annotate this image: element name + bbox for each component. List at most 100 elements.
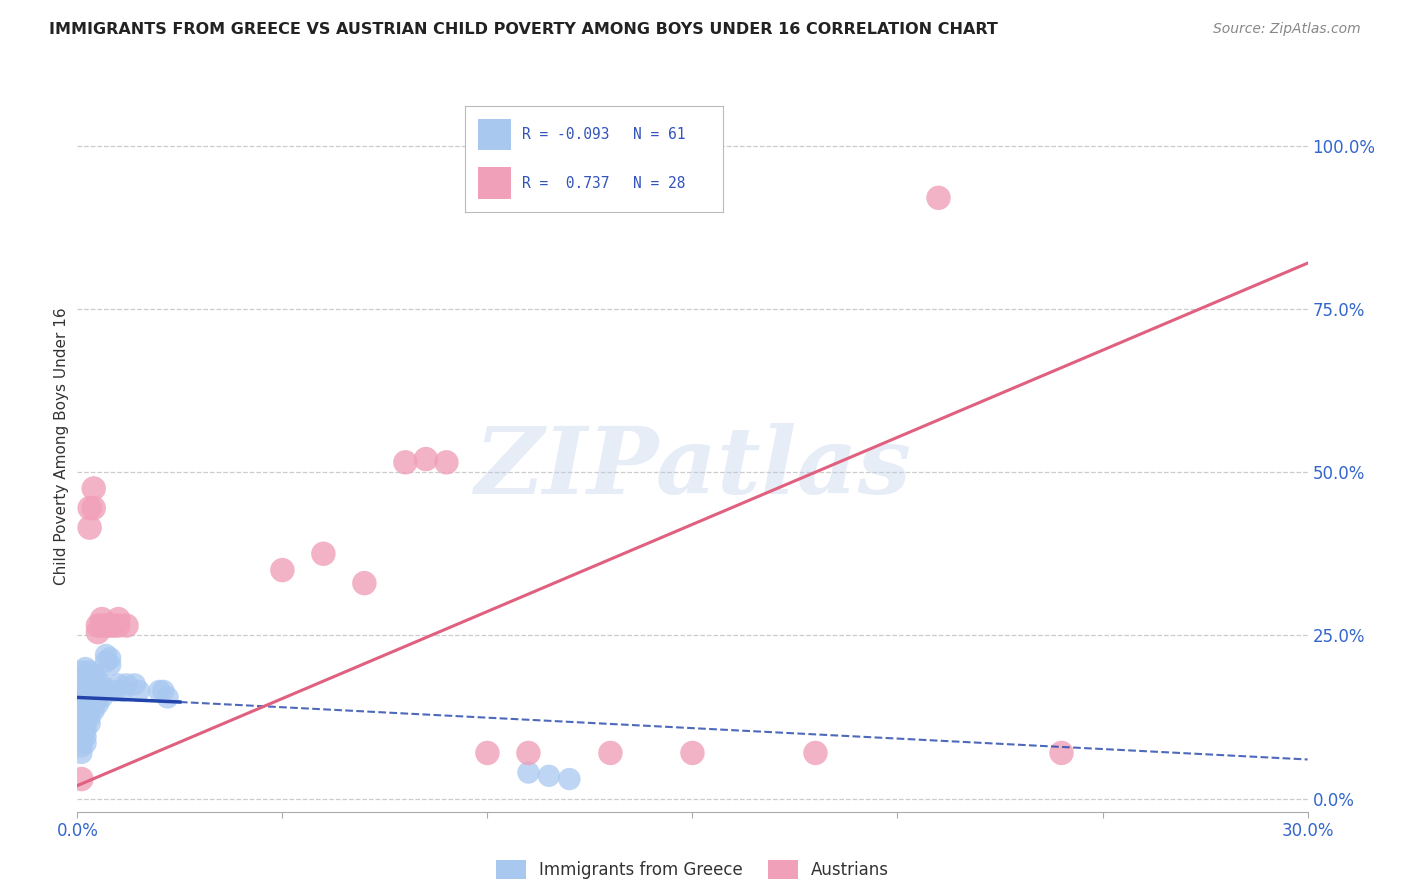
Point <box>70 671 93 685</box>
Point <box>87 684 110 698</box>
Point <box>271 563 294 577</box>
Point <box>804 746 827 760</box>
Point <box>70 665 93 679</box>
Point <box>148 684 170 698</box>
Point <box>517 765 540 780</box>
Y-axis label: Child Poverty Among Boys Under 16: Child Poverty Among Boys Under 16 <box>53 307 69 585</box>
Point <box>87 674 110 689</box>
Point <box>558 772 581 786</box>
Text: Source: ZipAtlas.com: Source: ZipAtlas.com <box>1213 22 1361 37</box>
Point <box>90 690 114 705</box>
Point <box>83 704 105 718</box>
Point <box>75 661 97 675</box>
Point <box>94 618 117 632</box>
Text: ZIPatlas: ZIPatlas <box>474 423 911 513</box>
Point <box>70 687 93 701</box>
Point <box>124 677 146 691</box>
Point <box>79 671 101 685</box>
Point <box>79 665 101 679</box>
Point <box>75 736 97 750</box>
Point <box>70 739 93 754</box>
Point <box>83 501 105 516</box>
Point <box>103 684 125 698</box>
Point <box>75 690 97 705</box>
Point <box>98 651 121 665</box>
Point <box>83 697 105 711</box>
Point <box>1050 746 1073 760</box>
Point <box>83 684 105 698</box>
Point <box>75 671 97 685</box>
Point <box>79 716 101 731</box>
Point <box>87 690 110 705</box>
Point <box>477 746 499 760</box>
Point <box>111 684 134 698</box>
Point <box>70 732 93 747</box>
Point <box>152 684 174 698</box>
Point <box>87 697 110 711</box>
Point <box>75 704 97 718</box>
Point <box>79 501 101 516</box>
Point <box>83 482 105 496</box>
Text: N = 61: N = 61 <box>633 127 685 142</box>
Point <box>394 455 416 469</box>
Point <box>79 697 101 711</box>
Legend: Immigrants from Greece, Austrians: Immigrants from Greece, Austrians <box>488 852 897 888</box>
Point <box>75 684 97 698</box>
Point <box>70 746 93 760</box>
Point <box>415 452 437 467</box>
Point <box>94 655 117 669</box>
Point <box>70 772 93 786</box>
Point <box>83 667 105 681</box>
Point <box>87 618 110 632</box>
Point <box>156 690 179 705</box>
Text: IMMIGRANTS FROM GREECE VS AUSTRIAN CHILD POVERTY AMONG BOYS UNDER 16 CORRELATION: IMMIGRANTS FROM GREECE VS AUSTRIAN CHILD… <box>49 22 998 37</box>
Point <box>98 618 121 632</box>
Point <box>79 677 101 691</box>
Point <box>682 746 704 760</box>
Point <box>98 657 121 672</box>
Point <box>90 684 114 698</box>
Point <box>75 730 97 744</box>
Point <box>107 677 129 691</box>
Point <box>70 700 93 714</box>
Point <box>79 690 101 705</box>
Point <box>83 690 105 705</box>
Text: N = 28: N = 28 <box>633 176 685 191</box>
Point <box>115 677 138 691</box>
Point <box>107 612 129 626</box>
Point <box>75 716 97 731</box>
Point <box>94 648 117 662</box>
Point <box>79 710 101 724</box>
Point <box>312 547 335 561</box>
Point <box>70 677 93 691</box>
Point <box>353 576 375 591</box>
Point <box>75 677 97 691</box>
Point <box>90 677 114 691</box>
Point <box>517 746 540 760</box>
Point <box>75 723 97 737</box>
Point <box>537 769 560 783</box>
Point <box>79 521 101 535</box>
FancyBboxPatch shape <box>478 168 512 199</box>
Point <box>107 618 129 632</box>
Point <box>128 684 150 698</box>
Point <box>83 677 105 691</box>
Point <box>599 746 621 760</box>
Point <box>79 684 101 698</box>
FancyBboxPatch shape <box>478 119 512 151</box>
Point <box>90 612 114 626</box>
Point <box>70 726 93 740</box>
Point <box>79 704 101 718</box>
Point <box>75 710 97 724</box>
Point <box>115 618 138 632</box>
Point <box>70 706 93 721</box>
Point <box>436 455 458 469</box>
Point <box>75 697 97 711</box>
Point <box>70 690 93 705</box>
Text: R =  0.737: R = 0.737 <box>522 176 609 191</box>
Point <box>90 618 114 632</box>
Point <box>103 618 125 632</box>
Point <box>87 625 110 640</box>
Point <box>928 191 950 205</box>
Text: R = -0.093: R = -0.093 <box>522 127 609 142</box>
